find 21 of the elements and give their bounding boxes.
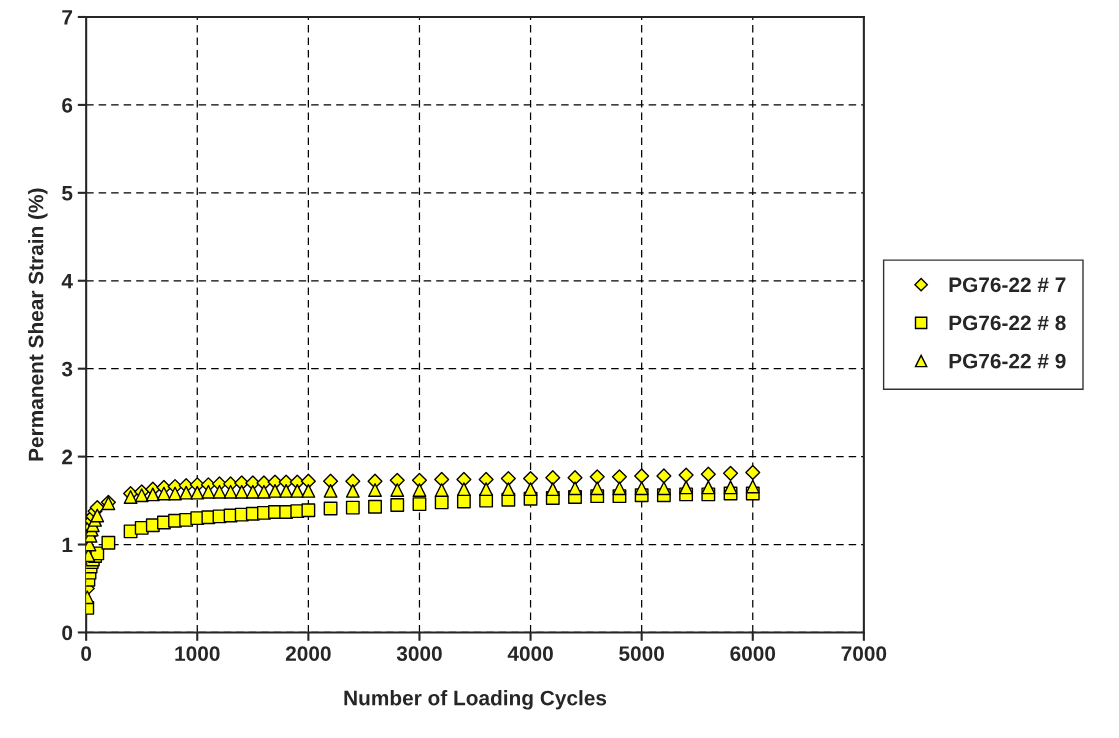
x-tick-label: 0 — [81, 646, 92, 661]
x-tick-label: 3000 — [396, 646, 442, 661]
x-tick-label: 1000 — [175, 646, 220, 661]
x-axis-title: Number of Loading Cycles — [344, 690, 607, 710]
x-tick-label: 7000 — [841, 646, 887, 661]
legend-label: PG76-22 # 9 — [949, 353, 1066, 369]
y-tick-label: 5 — [62, 186, 73, 201]
x-tick-label: 5000 — [619, 646, 664, 661]
x-tick-label: 4000 — [507, 646, 553, 661]
x-tick-label: 2000 — [285, 646, 331, 661]
y-tick-label: 6 — [62, 97, 73, 113]
legend-label: PG76-22 # 7 — [949, 277, 1066, 293]
y-tick-label: 1 — [62, 537, 73, 553]
legend-label: PG76-22 # 8 — [949, 315, 1066, 331]
y-tick-label: 2 — [62, 449, 73, 465]
y-tick-label: 3 — [61, 361, 73, 377]
y-tick-label: 0 — [62, 625, 73, 641]
x-tick-label: 6000 — [730, 646, 776, 661]
y-axis-title: Permanent Shear Strain (%) — [28, 188, 48, 461]
y-tick-label: 7 — [62, 10, 73, 25]
y-tick-label: 4 — [61, 273, 73, 289]
